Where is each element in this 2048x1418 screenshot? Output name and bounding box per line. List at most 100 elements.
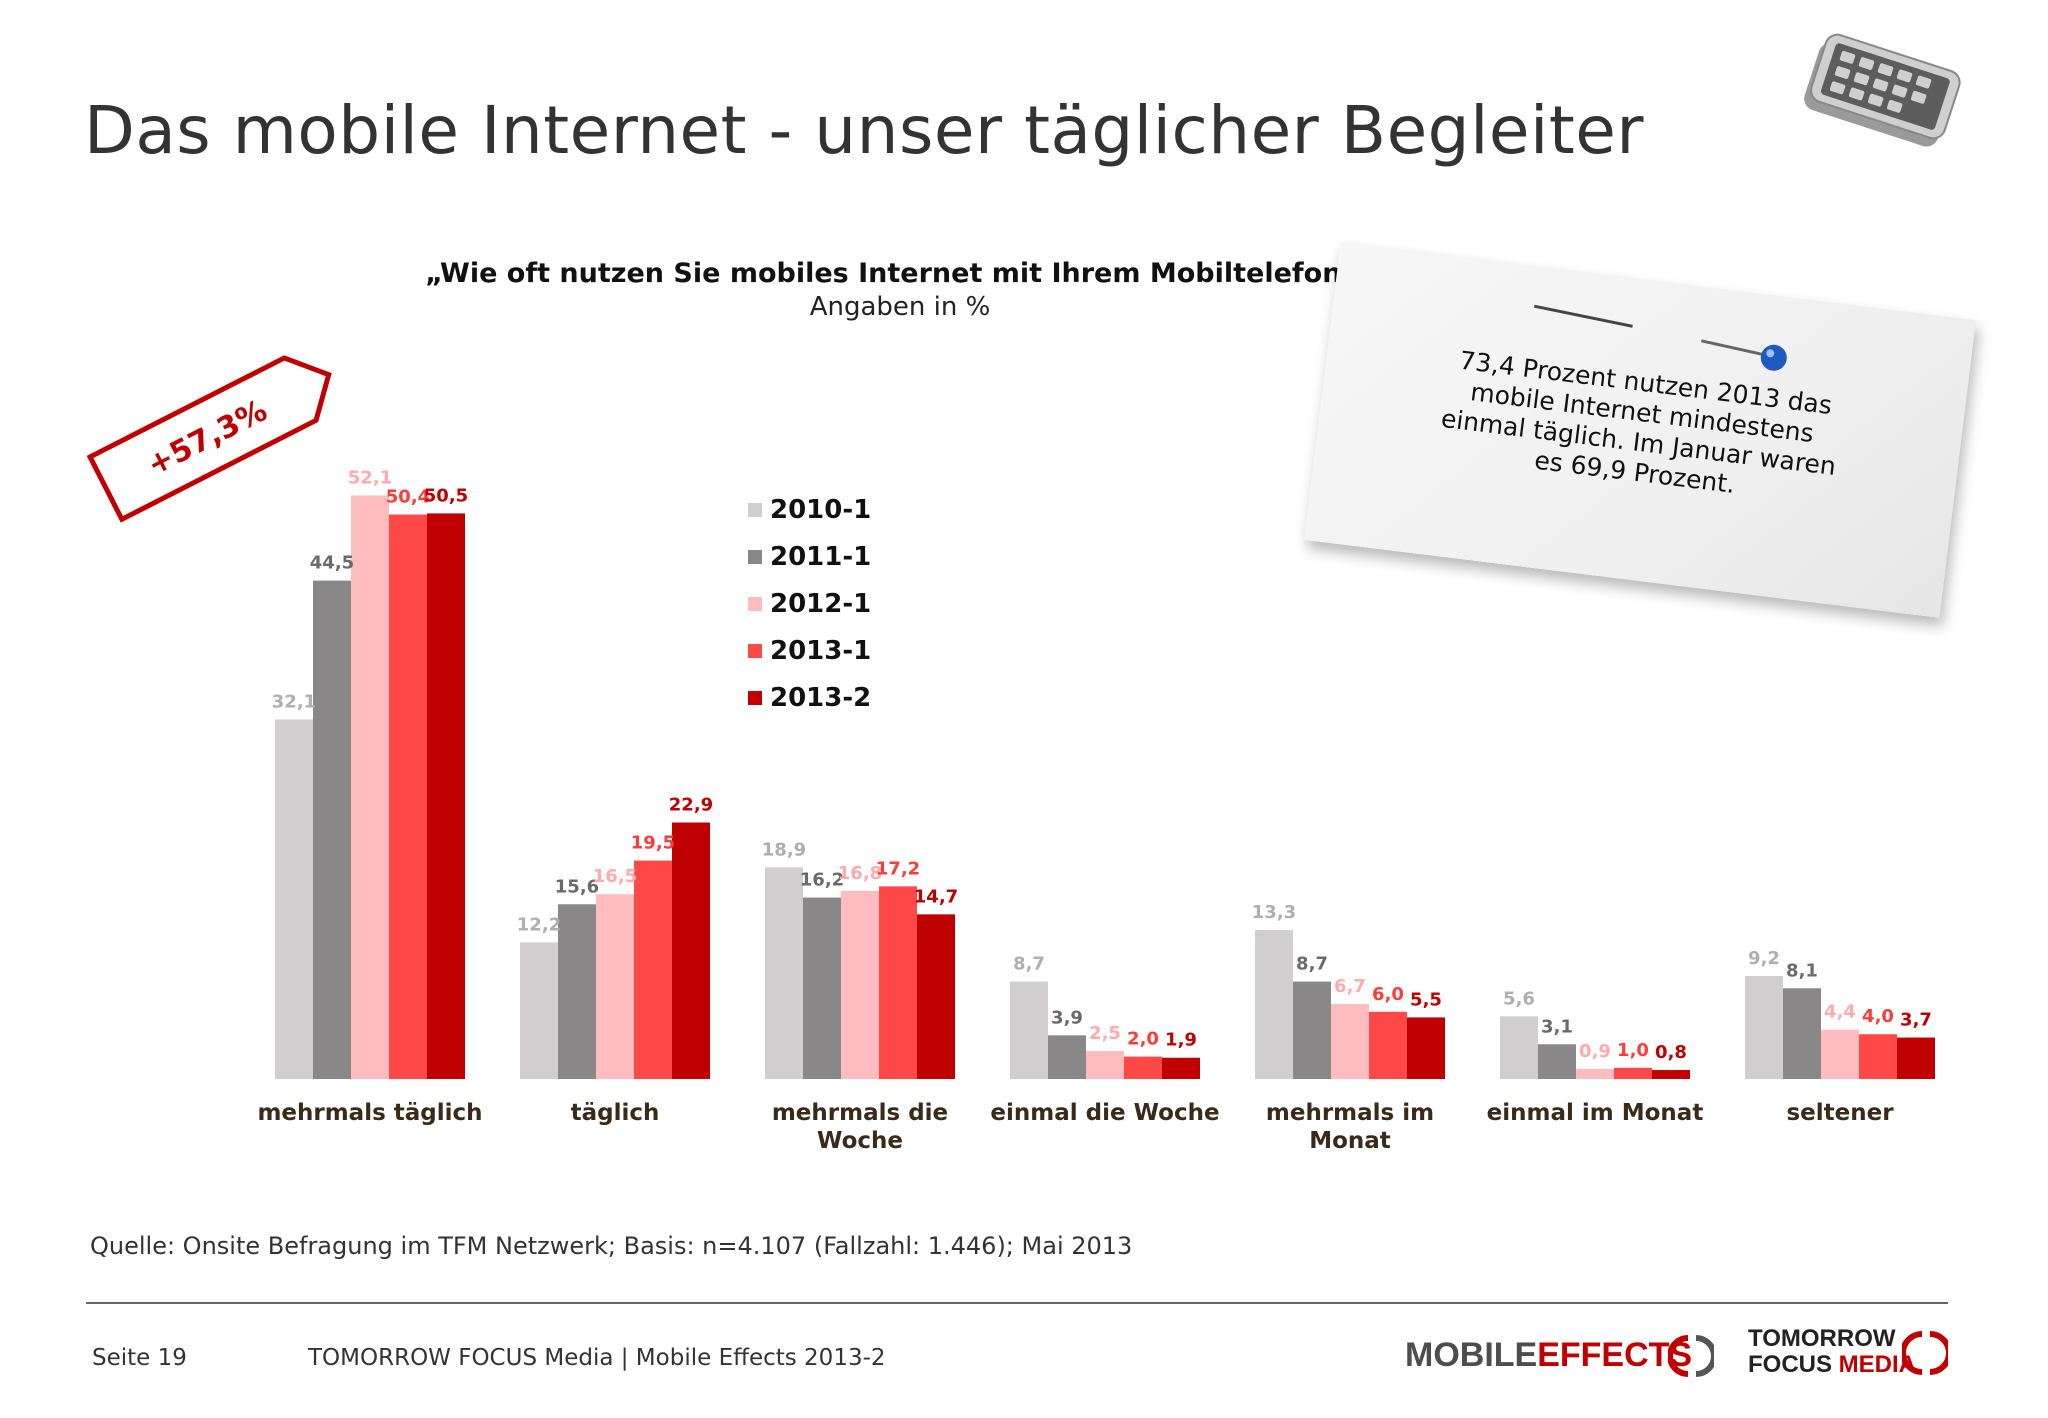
- data-label: 2,5: [1089, 1023, 1121, 1044]
- legend-item: 2012-1: [748, 580, 871, 627]
- bar-2010-1-5: [1500, 1016, 1538, 1079]
- data-label: 8,1: [1786, 960, 1818, 981]
- data-label: 52,1: [348, 467, 392, 488]
- bar-2010-1-3: [1010, 981, 1048, 1079]
- bar-2013-1-2: [879, 886, 917, 1079]
- bar-2012-1-5: [1576, 1068, 1614, 1079]
- footer-divider: [86, 1302, 1948, 1304]
- legend-label: 2013-2: [770, 682, 872, 713]
- publication-text: TOMORROW FOCUS Media | Mobile Effects 20…: [308, 1345, 886, 1371]
- data-label: 18,9: [762, 839, 806, 860]
- data-label: 1,0: [1617, 1040, 1649, 1061]
- data-label: 19,5: [631, 833, 675, 854]
- data-label: 13,3: [1252, 902, 1296, 923]
- bar-2013-2-6: [1897, 1037, 1935, 1079]
- bar-2012-1-3: [1086, 1051, 1124, 1079]
- data-label: 16,2: [800, 870, 844, 891]
- bar-2013-1-1: [634, 860, 672, 1079]
- page-number: Seite 19: [92, 1345, 187, 1371]
- ring-logo-icon: [1902, 1331, 1948, 1375]
- info-note: 73,4 Prozent nutzen 2013 das mobile Inte…: [1304, 242, 1976, 618]
- data-label: 15,6: [555, 876, 599, 897]
- bar-chart: 32,1 44,5 52,150,450,5 12,2 15,616,5 19,5 22,9…: [257, 467, 1935, 1154]
- category-label: mehrmals im Monat: [1266, 1100, 1434, 1154]
- bar-2010-1-2: [765, 867, 803, 1079]
- logo-tfm-focus: FOCUS: [1748, 1351, 1832, 1378]
- bar-2013-1-0: [389, 514, 427, 1079]
- legend-label: 2010-1: [770, 494, 872, 525]
- data-label: 2,0: [1127, 1029, 1159, 1050]
- bar-2011-1-2: [803, 897, 841, 1079]
- bar-2012-1-4: [1331, 1003, 1369, 1079]
- legend-item: 2013-1: [748, 627, 871, 674]
- category-label: mehrmals die Woche: [772, 1100, 948, 1154]
- bar-2011-1-3: [1048, 1035, 1086, 1079]
- legend-item: 2011-1: [748, 533, 871, 580]
- logo-me-part2: EFFECTS: [1537, 1336, 1693, 1374]
- category-label: seltener: [1786, 1100, 1894, 1126]
- bar-2012-1-0: [351, 495, 389, 1080]
- legend-swatch: [748, 596, 762, 611]
- chart-legend: 2010-1 2011-1 2012-1 2013-1 2013-2: [748, 486, 871, 721]
- bar-2013-2-3: [1162, 1057, 1200, 1079]
- category-label: einmal die Woche: [990, 1100, 1219, 1126]
- bar-2011-1-6: [1783, 988, 1821, 1079]
- data-label: 1,9: [1165, 1030, 1197, 1051]
- tomorrow-focus-media-logo: TOMORROW FOCUS MEDIA: [1748, 1326, 1916, 1378]
- data-label: 3,9: [1051, 1007, 1083, 1028]
- legend-swatch: [748, 549, 762, 564]
- data-label: 6,0: [1372, 984, 1404, 1005]
- legend-label: 2012-1: [770, 588, 872, 619]
- smartphone-icon: [1804, 33, 1961, 147]
- bar-2011-1-1: [558, 904, 596, 1079]
- legend-swatch: [748, 643, 762, 658]
- data-label: 16,8: [838, 863, 882, 884]
- data-label: 17,2: [876, 858, 920, 879]
- bar-2013-2-0: [427, 513, 465, 1079]
- legend-label: 2011-1: [770, 541, 872, 572]
- data-label: 0,8: [1655, 1042, 1687, 1063]
- bar-2010-1-6: [1745, 975, 1783, 1079]
- data-label: 3,1: [1541, 1016, 1573, 1037]
- bar-2013-2-2: [917, 914, 955, 1079]
- data-label: 44,5: [310, 553, 354, 574]
- legend-swatch: [748, 690, 762, 705]
- legend-item: 2010-1: [748, 486, 871, 533]
- bar-2010-1-4: [1255, 930, 1293, 1079]
- bar-2013-1-3: [1124, 1056, 1162, 1079]
- chart-subtitle: Angaben in %: [809, 292, 991, 322]
- data-label: 4,0: [1862, 1006, 1894, 1027]
- bar-2013-1-4: [1369, 1011, 1407, 1079]
- legend-swatch: [748, 502, 762, 517]
- data-label: 22,9: [669, 795, 713, 816]
- data-label: 14,7: [914, 886, 958, 907]
- bar-2013-1-5: [1614, 1067, 1652, 1079]
- bar-2013-1-6: [1859, 1034, 1897, 1079]
- bar-2013-2-1: [672, 822, 710, 1079]
- data-label: 3,7: [1900, 1010, 1932, 1031]
- page-title: Das mobile Internet - unser täglicher Be…: [84, 92, 1644, 169]
- data-label: 5,6: [1503, 988, 1535, 1009]
- legend-item: 2013-2: [748, 674, 871, 721]
- data-label: 4,4: [1824, 1002, 1856, 1023]
- category-label: einmal im Monat: [1487, 1100, 1704, 1126]
- bar-2011-1-4: [1293, 981, 1331, 1079]
- growth-badge: +57,3%: [86, 355, 332, 523]
- bar-2011-1-5: [1538, 1044, 1576, 1079]
- category-label: mehrmals täglich: [257, 1100, 482, 1126]
- bar-2013-2-5: [1652, 1070, 1690, 1079]
- data-label: 6,7: [1334, 976, 1366, 997]
- bar-2012-1-1: [596, 894, 634, 1079]
- data-label: 16,5: [593, 866, 637, 887]
- data-label: 50,4: [386, 487, 430, 508]
- ring-logo-icon: [1668, 1335, 1714, 1377]
- data-label: 8,7: [1013, 954, 1045, 975]
- data-label: 50,5: [424, 485, 468, 506]
- data-label: 0,9: [1579, 1041, 1611, 1062]
- source-text: Quelle: Onsite Befragung im TFM Netzwerk…: [90, 1232, 1133, 1260]
- bar-2012-1-2: [841, 890, 879, 1079]
- data-label: 12,2: [517, 914, 561, 935]
- mobile-effects-logo: MOBILEEFFECTS: [1405, 1336, 1692, 1375]
- data-label: 32,1: [272, 691, 316, 712]
- bar-2012-1-6: [1821, 1029, 1859, 1079]
